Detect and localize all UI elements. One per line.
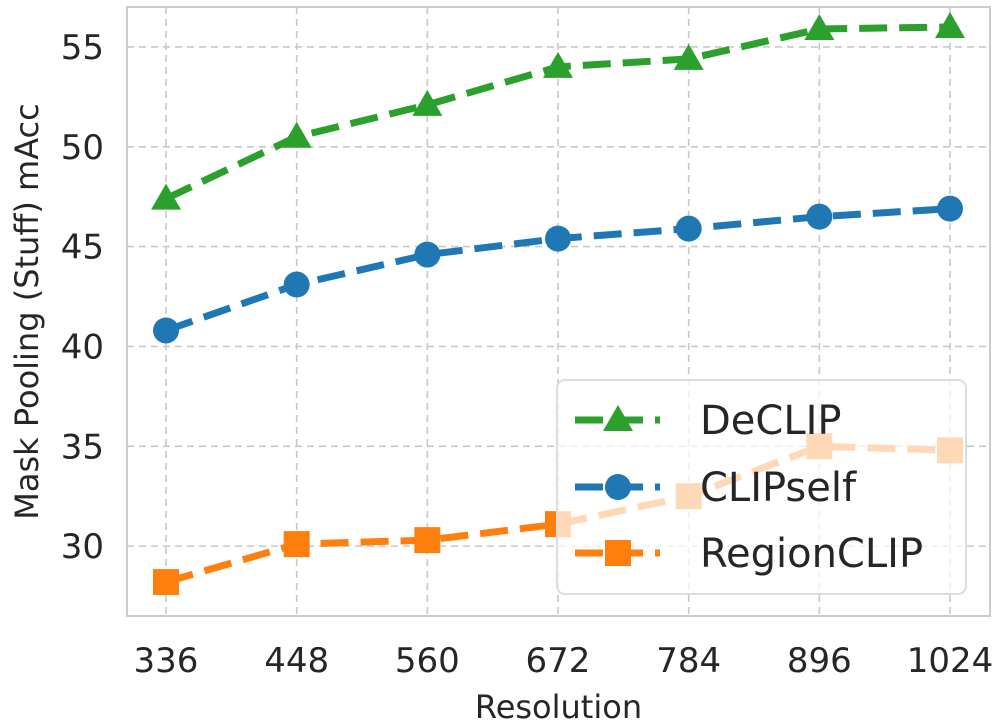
triangle-marker [673, 43, 704, 70]
triangle-marker [412, 89, 443, 116]
legend-item-regionclip: RegionCLIP [575, 531, 923, 577]
y-tick-label: 40 [61, 327, 104, 367]
legend-square-marker [605, 540, 631, 566]
triangle-marker [935, 11, 965, 38]
series-declip [151, 11, 965, 210]
x-tick-label: 560 [395, 641, 460, 681]
circle-marker [937, 195, 963, 222]
square-marker [283, 531, 310, 558]
x-axis-label: Resolution [475, 688, 642, 724]
triangle-marker [281, 121, 312, 148]
circle-marker [283, 271, 310, 298]
circle-marker [414, 241, 441, 268]
circle-marker [806, 203, 833, 230]
circle-marker [545, 225, 571, 252]
y-tick-label: 45 [61, 228, 104, 268]
y-tick-label: 35 [61, 427, 104, 467]
legend-triangle-marker [603, 405, 633, 431]
x-tick-label: 896 [787, 641, 852, 681]
square-marker [414, 527, 441, 554]
y-tick-label: 30 [61, 527, 104, 567]
x-tick-label: 1024 [907, 641, 994, 681]
x-tick-label: 784 [656, 641, 721, 681]
square-marker [153, 569, 179, 596]
legend-label: RegionCLIP [700, 531, 923, 577]
legend-item-clipself: CLIPself [575, 465, 857, 511]
legend-circle-marker [605, 474, 631, 500]
x-tick-label: 448 [264, 641, 329, 681]
series-clipself [153, 195, 963, 344]
triangle-marker [804, 13, 835, 40]
y-tick-label: 55 [61, 28, 104, 68]
x-tick-label: 672 [526, 641, 591, 681]
legend-label: CLIPself [700, 465, 857, 511]
tick-labels: 336 448 560 672 784 896 1024 30 35 40 45 50 55 [61, 28, 994, 681]
circle-marker [153, 317, 179, 344]
triangle-marker [151, 183, 181, 210]
plot-frame [126, 6, 991, 617]
legend: DeCLIP CLIPself RegionCLIP [556, 379, 967, 595]
triangle-marker [543, 51, 573, 78]
legend-label: DeCLIP [700, 398, 842, 444]
y-axis-label: Mask Pooling (Stuff) mAcc [8, 103, 46, 519]
legend-item-declip: DeCLIP [575, 398, 842, 444]
circle-marker [675, 215, 702, 242]
x-tick-label: 336 [134, 641, 199, 681]
legend-box [556, 379, 967, 595]
series-layer [151, 11, 965, 596]
y-tick-label: 50 [61, 128, 104, 168]
